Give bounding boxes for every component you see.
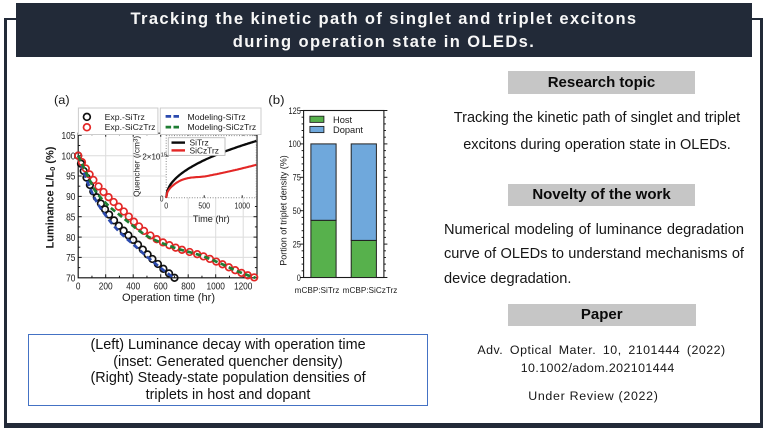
svg-text:mCBP:SiCzTrz: mCBP:SiCzTrz bbox=[343, 286, 398, 295]
svg-text:600: 600 bbox=[154, 282, 168, 293]
svg-text:125: 125 bbox=[289, 106, 301, 116]
svg-text:75: 75 bbox=[293, 173, 301, 183]
svg-text:mCBP:SiTrz: mCBP:SiTrz bbox=[295, 286, 340, 295]
svg-text:Exp.-SiCzTrz: Exp.-SiCzTrz bbox=[105, 122, 156, 132]
svg-text:Exp.-SiTrz: Exp.-SiTrz bbox=[105, 112, 145, 122]
svg-text:Modeling-SiTrz: Modeling-SiTrz bbox=[188, 112, 246, 122]
svg-text:Operation time (hr): Operation time (hr) bbox=[122, 292, 215, 304]
svg-text:SiCzTrz: SiCzTrz bbox=[190, 145, 219, 155]
svg-text:1000: 1000 bbox=[206, 282, 225, 293]
svg-text:25: 25 bbox=[293, 239, 301, 249]
svg-text:90: 90 bbox=[66, 192, 75, 203]
svg-text:0: 0 bbox=[76, 282, 81, 293]
svg-text:0: 0 bbox=[160, 195, 164, 204]
svg-text:(a): (a) bbox=[54, 93, 70, 107]
svg-text:2×10: 2×10 bbox=[142, 153, 161, 162]
svg-text:85: 85 bbox=[66, 212, 75, 223]
svg-text:100: 100 bbox=[62, 151, 76, 162]
svg-text:Portion of triplet density (%): Portion of triplet density (%) bbox=[279, 155, 289, 266]
svg-text:500: 500 bbox=[198, 200, 210, 210]
svg-text:200: 200 bbox=[99, 282, 113, 293]
svg-text:70: 70 bbox=[66, 274, 75, 285]
svg-text:Host: Host bbox=[333, 115, 353, 125]
svg-text:Time (hr): Time (hr) bbox=[193, 214, 230, 224]
svg-text:Modeling-SiCzTrz: Modeling-SiCzTrz bbox=[188, 122, 257, 132]
svg-text:400: 400 bbox=[126, 282, 140, 293]
svg-text:Dopant: Dopant bbox=[333, 125, 363, 135]
svg-text:15: 15 bbox=[161, 153, 167, 159]
svg-text:75: 75 bbox=[66, 253, 75, 264]
svg-text:Luminance L/L0 (%): Luminance L/L0 (%) bbox=[45, 146, 58, 248]
svg-text:(b): (b) bbox=[268, 93, 284, 107]
svg-text:SiTrz: SiTrz bbox=[190, 138, 209, 148]
svg-text:800: 800 bbox=[181, 282, 195, 293]
svg-text:1000: 1000 bbox=[234, 200, 250, 210]
svg-text:1200: 1200 bbox=[234, 282, 253, 293]
svg-text:95: 95 bbox=[66, 172, 75, 183]
svg-text:0: 0 bbox=[297, 273, 301, 283]
svg-text:80: 80 bbox=[66, 233, 75, 244]
svg-text:50: 50 bbox=[293, 206, 301, 216]
svg-text:100: 100 bbox=[289, 139, 301, 149]
svg-text:105: 105 bbox=[62, 131, 76, 142]
svg-text:Quencher (/cm3): Quencher (/cm3) bbox=[132, 136, 142, 197]
svg-text:0: 0 bbox=[164, 200, 168, 210]
